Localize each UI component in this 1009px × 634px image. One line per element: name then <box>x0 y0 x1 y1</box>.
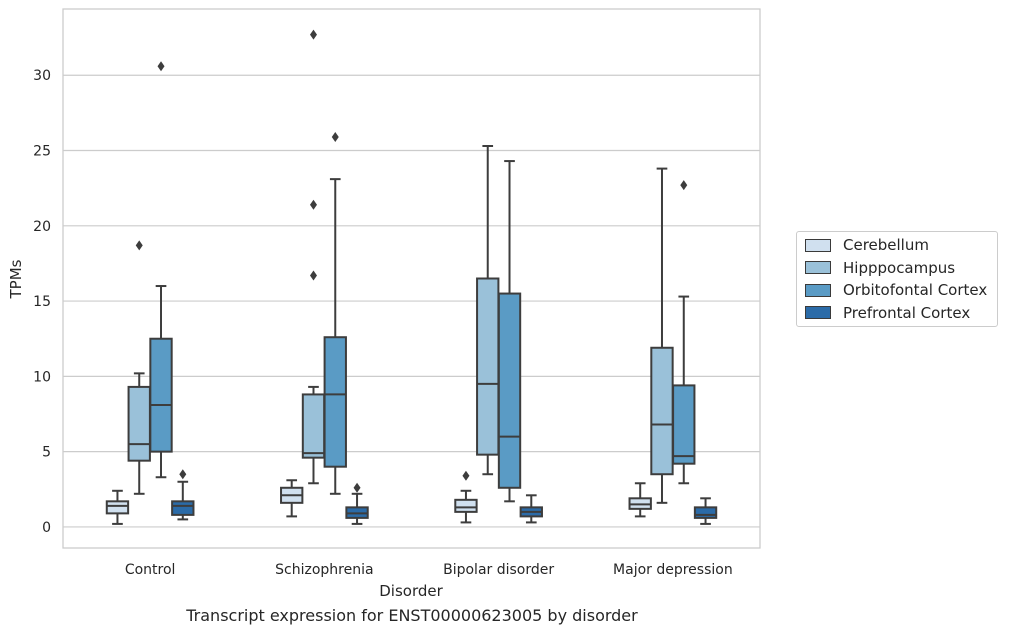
box-iqr <box>693 506 718 519</box>
x-axis-label: Disorder <box>379 582 443 600</box>
y-tick-label: 0 <box>42 520 51 536</box>
plot-frame <box>62 8 761 549</box>
y-tick-labels: 0 5 10 15 20 25 30 <box>33 68 51 536</box>
x-tick-label: Major depression <box>613 562 733 578</box>
box-hipppocampus <box>301 29 326 485</box>
x-tick-label: Schizophrenia <box>275 562 373 578</box>
legend-item: Prefrontal Cortex <box>805 303 970 323</box>
box-cerebellum <box>280 479 304 518</box>
box-hipppocampus <box>127 240 151 495</box>
y-tick-label: 20 <box>33 219 51 235</box>
legend-item: Hipppocampus <box>805 258 955 278</box>
y-tick-label: 25 <box>33 144 51 160</box>
legend-swatch <box>805 283 831 297</box>
outlier-point <box>309 199 317 210</box>
box-orbitofontal-cortex <box>323 131 347 495</box>
box-iqr <box>454 498 478 513</box>
outlier-point <box>680 180 688 191</box>
y-tick-label: 30 <box>33 68 51 84</box>
legend-item: Orbitofontal Cortex <box>805 280 987 300</box>
box-hipppocampus <box>476 145 500 476</box>
box-iqr <box>476 277 500 456</box>
legend-swatch <box>805 306 831 319</box>
outlier-point <box>135 240 143 251</box>
legend-item: Cerebellum <box>805 235 929 255</box>
box-cerebellum <box>628 482 652 518</box>
y-axis-label: TPMs <box>7 259 25 299</box>
legend-label: Orbitofontal Cortex <box>843 281 988 299</box>
box-iqr <box>171 500 195 516</box>
outlier-point <box>157 61 165 72</box>
legend-label: Hipppocampus <box>843 258 956 277</box>
box-prefrontal-cortex <box>693 497 718 525</box>
x-tick-label: Bipolar disorder <box>443 562 554 578</box>
outlier-point <box>353 482 361 493</box>
box-iqr <box>497 292 522 489</box>
y-tick-label: 10 <box>33 369 51 385</box>
box-plots <box>105 29 718 525</box>
box-prefrontal-cortex <box>345 482 369 525</box>
box-iqr <box>105 500 130 515</box>
chart-caption: Transcript expression for ENST0000062300… <box>186 606 638 625</box>
legend-label: Prefrontal Cortex <box>843 303 971 322</box>
grid-lines <box>63 74 760 528</box>
outlier-point <box>309 29 317 40</box>
box-prefrontal-cortex <box>171 469 195 521</box>
box-iqr <box>149 337 173 453</box>
box-orbitofontal-cortex <box>149 61 173 479</box>
box-orbitofontal-cortex <box>672 180 696 485</box>
box-iqr <box>650 346 674 476</box>
legend-label: Cerebellum <box>843 236 929 254</box>
box-cerebellum <box>454 470 478 524</box>
box-prefrontal-cortex <box>519 494 543 524</box>
box-hipppocampus <box>650 167 674 504</box>
outlier-point <box>331 131 339 142</box>
x-tick-labels: Control Schizophrenia Bipolar disorder Majo… <box>125 562 733 578</box>
box-iqr <box>323 336 347 468</box>
box-iqr <box>301 393 326 459</box>
y-tick-label: 15 <box>33 294 51 310</box>
box-iqr <box>672 384 696 465</box>
legend-swatch <box>805 261 831 274</box>
legend: Cerebellum Hipppocampus Orbitofontal Corte… <box>796 231 998 327</box>
box-orbitofontal-cortex <box>497 160 522 503</box>
outlier-point <box>309 270 317 281</box>
outlier-point <box>462 470 470 481</box>
y-tick-label: 5 <box>42 445 51 461</box>
x-tick-label: Control <box>125 562 176 578</box>
box-cerebellum <box>105 489 130 525</box>
legend-swatch <box>805 238 831 252</box>
outlier-point <box>179 469 187 480</box>
box-iqr <box>127 385 151 462</box>
